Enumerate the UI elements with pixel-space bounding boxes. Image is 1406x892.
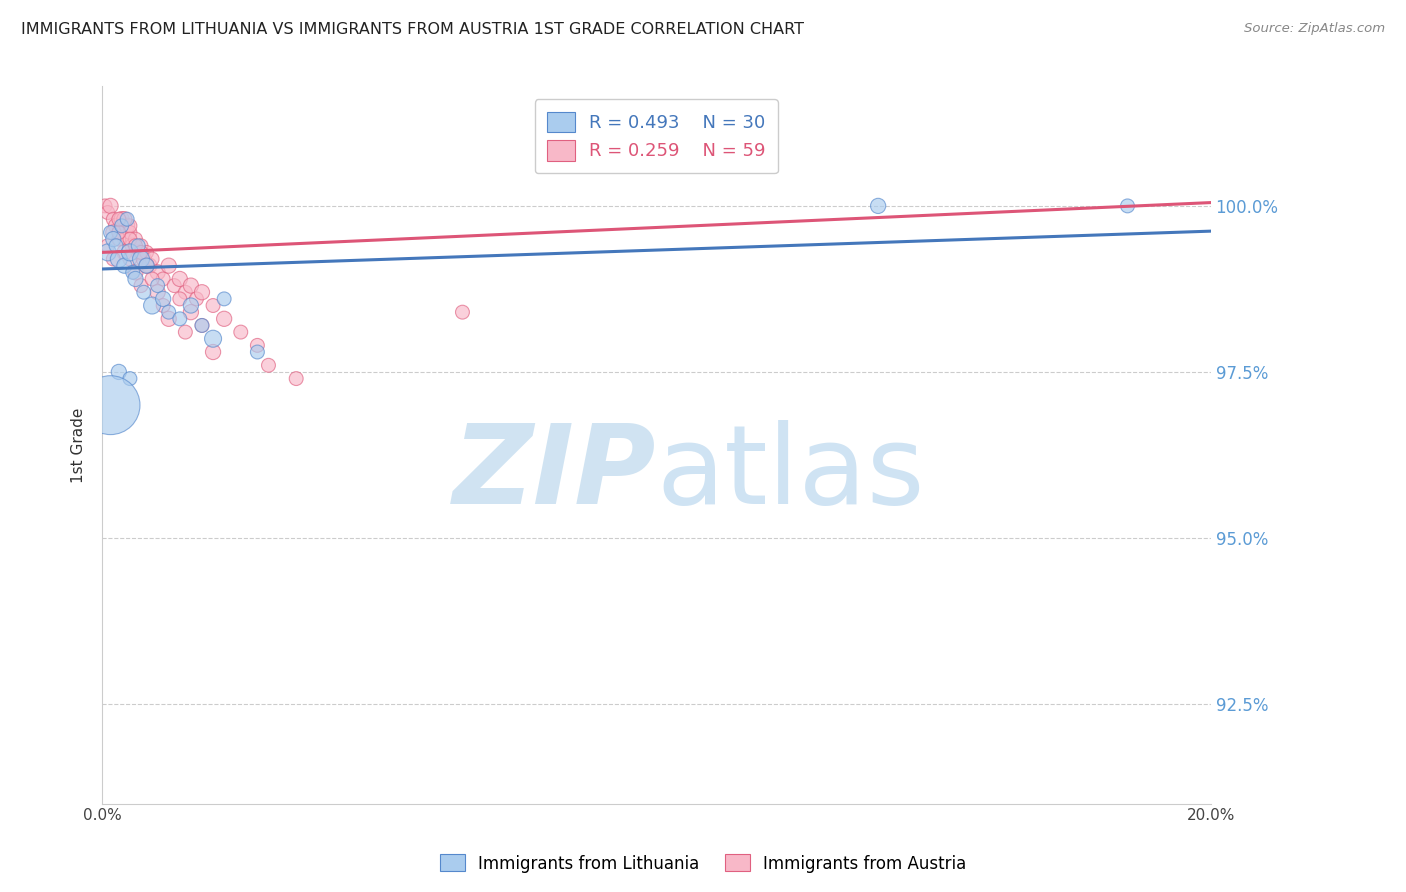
Point bbox=[129, 239, 152, 253]
Point bbox=[129, 252, 152, 266]
Point bbox=[212, 292, 235, 306]
Point bbox=[180, 305, 202, 319]
Point bbox=[94, 199, 117, 213]
Point bbox=[868, 199, 890, 213]
Legend: Immigrants from Lithuania, Immigrants from Austria: Immigrants from Lithuania, Immigrants fr… bbox=[433, 847, 973, 880]
Point bbox=[112, 245, 135, 260]
Point bbox=[180, 278, 202, 293]
Point bbox=[257, 359, 280, 373]
Point bbox=[112, 259, 135, 273]
Point bbox=[169, 292, 191, 306]
Point bbox=[141, 272, 163, 286]
Point bbox=[132, 285, 155, 300]
Point bbox=[105, 239, 128, 253]
Point bbox=[124, 265, 146, 279]
Point bbox=[174, 325, 197, 339]
Point bbox=[191, 285, 214, 300]
Point bbox=[118, 219, 141, 233]
Text: ZIP: ZIP bbox=[453, 420, 657, 527]
Point bbox=[108, 226, 131, 240]
Point bbox=[112, 232, 135, 246]
Point bbox=[127, 245, 149, 260]
Point bbox=[110, 212, 132, 227]
Point bbox=[121, 265, 143, 279]
Point bbox=[118, 252, 141, 266]
Point bbox=[124, 272, 146, 286]
Point bbox=[121, 239, 143, 253]
Point bbox=[124, 232, 146, 246]
Point bbox=[285, 371, 308, 385]
Point bbox=[202, 332, 225, 346]
Text: IMMIGRANTS FROM LITHUANIA VS IMMIGRANTS FROM AUSTRIA 1ST GRADE CORRELATION CHART: IMMIGRANTS FROM LITHUANIA VS IMMIGRANTS … bbox=[21, 22, 804, 37]
Point bbox=[127, 239, 149, 253]
Point bbox=[118, 245, 141, 260]
Point bbox=[97, 239, 120, 253]
Point bbox=[100, 398, 122, 412]
Point bbox=[108, 252, 131, 266]
Point bbox=[212, 311, 235, 326]
Point bbox=[141, 299, 163, 313]
Point bbox=[451, 305, 474, 319]
Point bbox=[191, 318, 214, 333]
Legend: R = 0.493    N = 30, R = 0.259    N = 59: R = 0.493 N = 30, R = 0.259 N = 59 bbox=[534, 99, 778, 173]
Point bbox=[118, 232, 141, 246]
Point bbox=[157, 259, 180, 273]
Point bbox=[112, 212, 135, 227]
Point bbox=[146, 265, 169, 279]
Point bbox=[118, 371, 141, 385]
Point bbox=[157, 305, 180, 319]
Point bbox=[135, 259, 157, 273]
Point bbox=[174, 285, 197, 300]
Point bbox=[100, 226, 122, 240]
Point bbox=[152, 272, 174, 286]
Point bbox=[152, 299, 174, 313]
Point bbox=[138, 259, 160, 273]
Point bbox=[169, 311, 191, 326]
Point bbox=[108, 226, 131, 240]
Point bbox=[108, 232, 131, 246]
Point bbox=[202, 345, 225, 359]
Point bbox=[141, 252, 163, 266]
Point bbox=[115, 212, 138, 227]
Point bbox=[180, 299, 202, 313]
Point bbox=[135, 259, 157, 273]
Point bbox=[229, 325, 252, 339]
Point bbox=[157, 311, 180, 326]
Point bbox=[163, 278, 186, 293]
Point bbox=[129, 278, 152, 293]
Point bbox=[129, 245, 152, 260]
Point bbox=[146, 285, 169, 300]
Point bbox=[146, 278, 169, 293]
Point bbox=[132, 252, 155, 266]
Point bbox=[202, 299, 225, 313]
Point bbox=[186, 292, 208, 306]
Point bbox=[110, 219, 132, 233]
Point bbox=[97, 205, 120, 219]
Point bbox=[118, 226, 141, 240]
Point bbox=[105, 219, 128, 233]
Point bbox=[115, 219, 138, 233]
Point bbox=[152, 292, 174, 306]
Point bbox=[103, 232, 125, 246]
Point bbox=[100, 199, 122, 213]
Point bbox=[135, 245, 157, 260]
Point bbox=[124, 239, 146, 253]
Point bbox=[103, 252, 125, 266]
Point bbox=[97, 245, 120, 260]
Point bbox=[103, 212, 125, 227]
Point bbox=[1116, 199, 1139, 213]
Point bbox=[246, 338, 269, 352]
Point bbox=[246, 345, 269, 359]
Text: Source: ZipAtlas.com: Source: ZipAtlas.com bbox=[1244, 22, 1385, 36]
Text: atlas: atlas bbox=[657, 420, 925, 527]
Point bbox=[108, 365, 131, 379]
Point bbox=[169, 272, 191, 286]
Point bbox=[191, 318, 214, 333]
Y-axis label: 1st Grade: 1st Grade bbox=[72, 408, 86, 483]
Point bbox=[103, 226, 125, 240]
Point bbox=[108, 212, 131, 227]
